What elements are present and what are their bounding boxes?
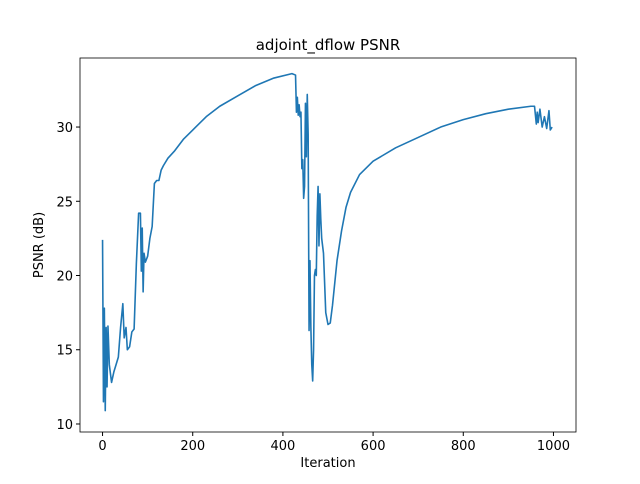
y-axis-label: PSNR (dB): [32, 212, 47, 278]
x-axis-label: Iteration: [300, 456, 355, 471]
plot-frame: [79, 57, 577, 433]
x-tick-label: 0: [98, 439, 106, 454]
line-series: [101, 72, 553, 412]
x-tick-label: 800: [451, 439, 476, 454]
y-tick-label: 20: [56, 270, 73, 285]
x-tick-label: 400: [270, 439, 295, 454]
x-tick-label: 600: [361, 439, 386, 454]
x-tick-label: 1000: [537, 439, 570, 454]
y-tick-label: 15: [56, 344, 73, 359]
y-tick-label: 25: [56, 195, 73, 210]
chart-title: adjoint_dflow PSNR: [256, 36, 401, 55]
y-tick-label: 10: [56, 418, 73, 433]
x-tick-label: 200: [180, 439, 205, 454]
y-tick-label: 30: [56, 121, 73, 136]
